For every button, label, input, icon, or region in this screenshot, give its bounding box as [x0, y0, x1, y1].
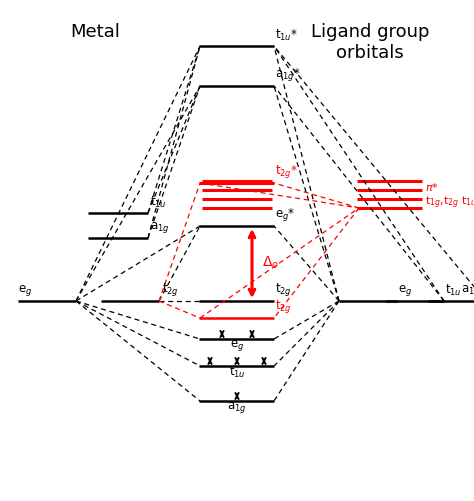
Text: a$_{1g}$: a$_{1g}$ [227, 400, 247, 415]
Text: Ligand group
orbitals: Ligand group orbitals [311, 23, 429, 62]
Text: t$_{2g}$: t$_{2g}$ [162, 281, 179, 298]
Text: e$_g$: e$_g$ [18, 283, 32, 298]
Text: Metal: Metal [70, 23, 120, 41]
Text: t$_{1u}$: t$_{1u}$ [150, 195, 167, 210]
Text: a$_{1g}$*: a$_{1g}$* [275, 66, 301, 83]
Text: e$_g$: e$_g$ [230, 338, 244, 353]
Text: a$_{1g}$: a$_{1g}$ [461, 283, 474, 298]
Text: e$_g$*: e$_g$* [275, 206, 295, 223]
Text: t$_{2g}$: t$_{2g}$ [275, 281, 292, 298]
Text: t$_{2g}$: t$_{2g}$ [275, 298, 292, 315]
Text: t$_{1u}$: t$_{1u}$ [228, 365, 246, 380]
Text: t$_{2g}$*: t$_{2g}$* [275, 163, 298, 180]
Text: $\pi$*
t$_{1g}$,t$_{2g}$ t$_{1u}$,t$_{2u}$: $\pi$* t$_{1g}$,t$_{2g}$ t$_{1u}$,t$_{2u… [425, 181, 474, 211]
Text: $\Delta_o$: $\Delta_o$ [262, 255, 279, 271]
Text: a$_{1g}$: a$_{1g}$ [150, 220, 170, 235]
Text: t$_{1u}$: t$_{1u}$ [445, 283, 462, 298]
Text: e$_g$: e$_g$ [398, 283, 412, 298]
Text: t$_{1u}$*: t$_{1u}$* [275, 28, 298, 43]
